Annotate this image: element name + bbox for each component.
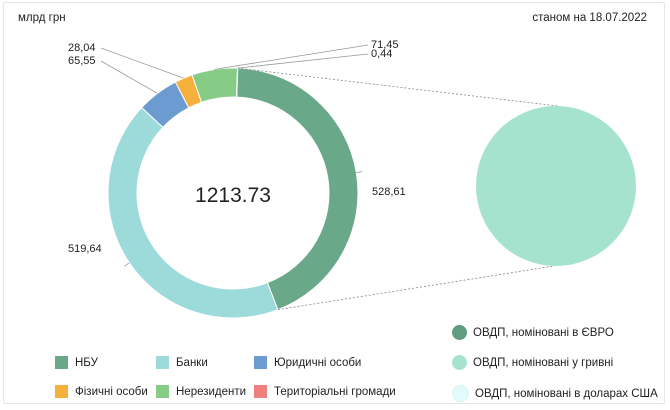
- leader-line: [356, 171, 363, 173]
- center-total-label: 1213.73: [195, 184, 271, 207]
- legend-item-banks[interactable]: Банки: [156, 356, 208, 369]
- legend-label: Фізичні особи: [75, 385, 148, 398]
- connector-line: [237, 67, 559, 107]
- legend-dot: [452, 355, 467, 370]
- legend-item-territorial-communities[interactable]: Територіальні громади: [254, 385, 396, 398]
- legend-item-ovdp-eur[interactable]: ОВДП, номіновані в ЄВРО: [452, 325, 614, 340]
- legend-swatch: [55, 385, 68, 398]
- legend-item-ovdp-usd[interactable]: ОВДП, номіновані в доларах США: [452, 385, 658, 402]
- legend-label: ОВДП, номіновані в доларах США: [475, 387, 658, 400]
- legend-item-nbu[interactable]: НБУ: [55, 356, 98, 369]
- legend-dot: [452, 325, 467, 340]
- legend-label: НБУ: [75, 356, 98, 369]
- detail-pie-slice: [476, 106, 636, 266]
- legend-item-ovdp-uah[interactable]: ОВДП, номіновані у гривні: [452, 355, 613, 370]
- leader-line: [100, 47, 184, 79]
- legend-swatch: [156, 356, 169, 369]
- leader-line: [124, 262, 130, 267]
- legend-swatch: [55, 356, 68, 369]
- legend-label: ОВДП, номіновані в ЄВРО: [473, 326, 614, 339]
- legend-label: Нерезиденти: [176, 385, 247, 398]
- legend-dot: [452, 385, 469, 402]
- legend-swatch: [254, 356, 267, 369]
- leader-line: [214, 44, 369, 70]
- leader-line: [100, 60, 158, 94]
- legend-label: Територіальні громади: [274, 385, 396, 398]
- legend-swatch: [254, 385, 267, 398]
- slice-value-label: 28,04: [68, 42, 96, 54]
- legend-item-nonresidents[interactable]: Нерезиденти: [156, 385, 246, 398]
- slice-value-label: 528,61: [372, 186, 406, 198]
- connector-line: [277, 265, 555, 311]
- slice-value-label: 0,44: [371, 48, 392, 60]
- slice-value-label: 65,55: [68, 55, 96, 67]
- legend-label: ОВДП, номіновані у гривні: [473, 356, 614, 369]
- legend-label: Юридичні особи: [274, 356, 362, 369]
- date-label: станом на 18.07.2022: [532, 12, 647, 24]
- legend-swatch: [156, 385, 169, 398]
- legend-item-individuals[interactable]: Фізичні особи: [55, 385, 148, 398]
- slice-value-label: 519,64: [68, 243, 102, 255]
- legend-label: Банки: [176, 356, 208, 369]
- chart-frame: [3, 2, 665, 404]
- donut-slice: [107, 106, 279, 319]
- unit-label: млрд грн: [18, 12, 66, 24]
- slice-value-label: 71,45: [371, 39, 399, 51]
- legend-item-legal-entities[interactable]: Юридичні особи: [254, 356, 361, 369]
- leader-line: [237, 53, 369, 69]
